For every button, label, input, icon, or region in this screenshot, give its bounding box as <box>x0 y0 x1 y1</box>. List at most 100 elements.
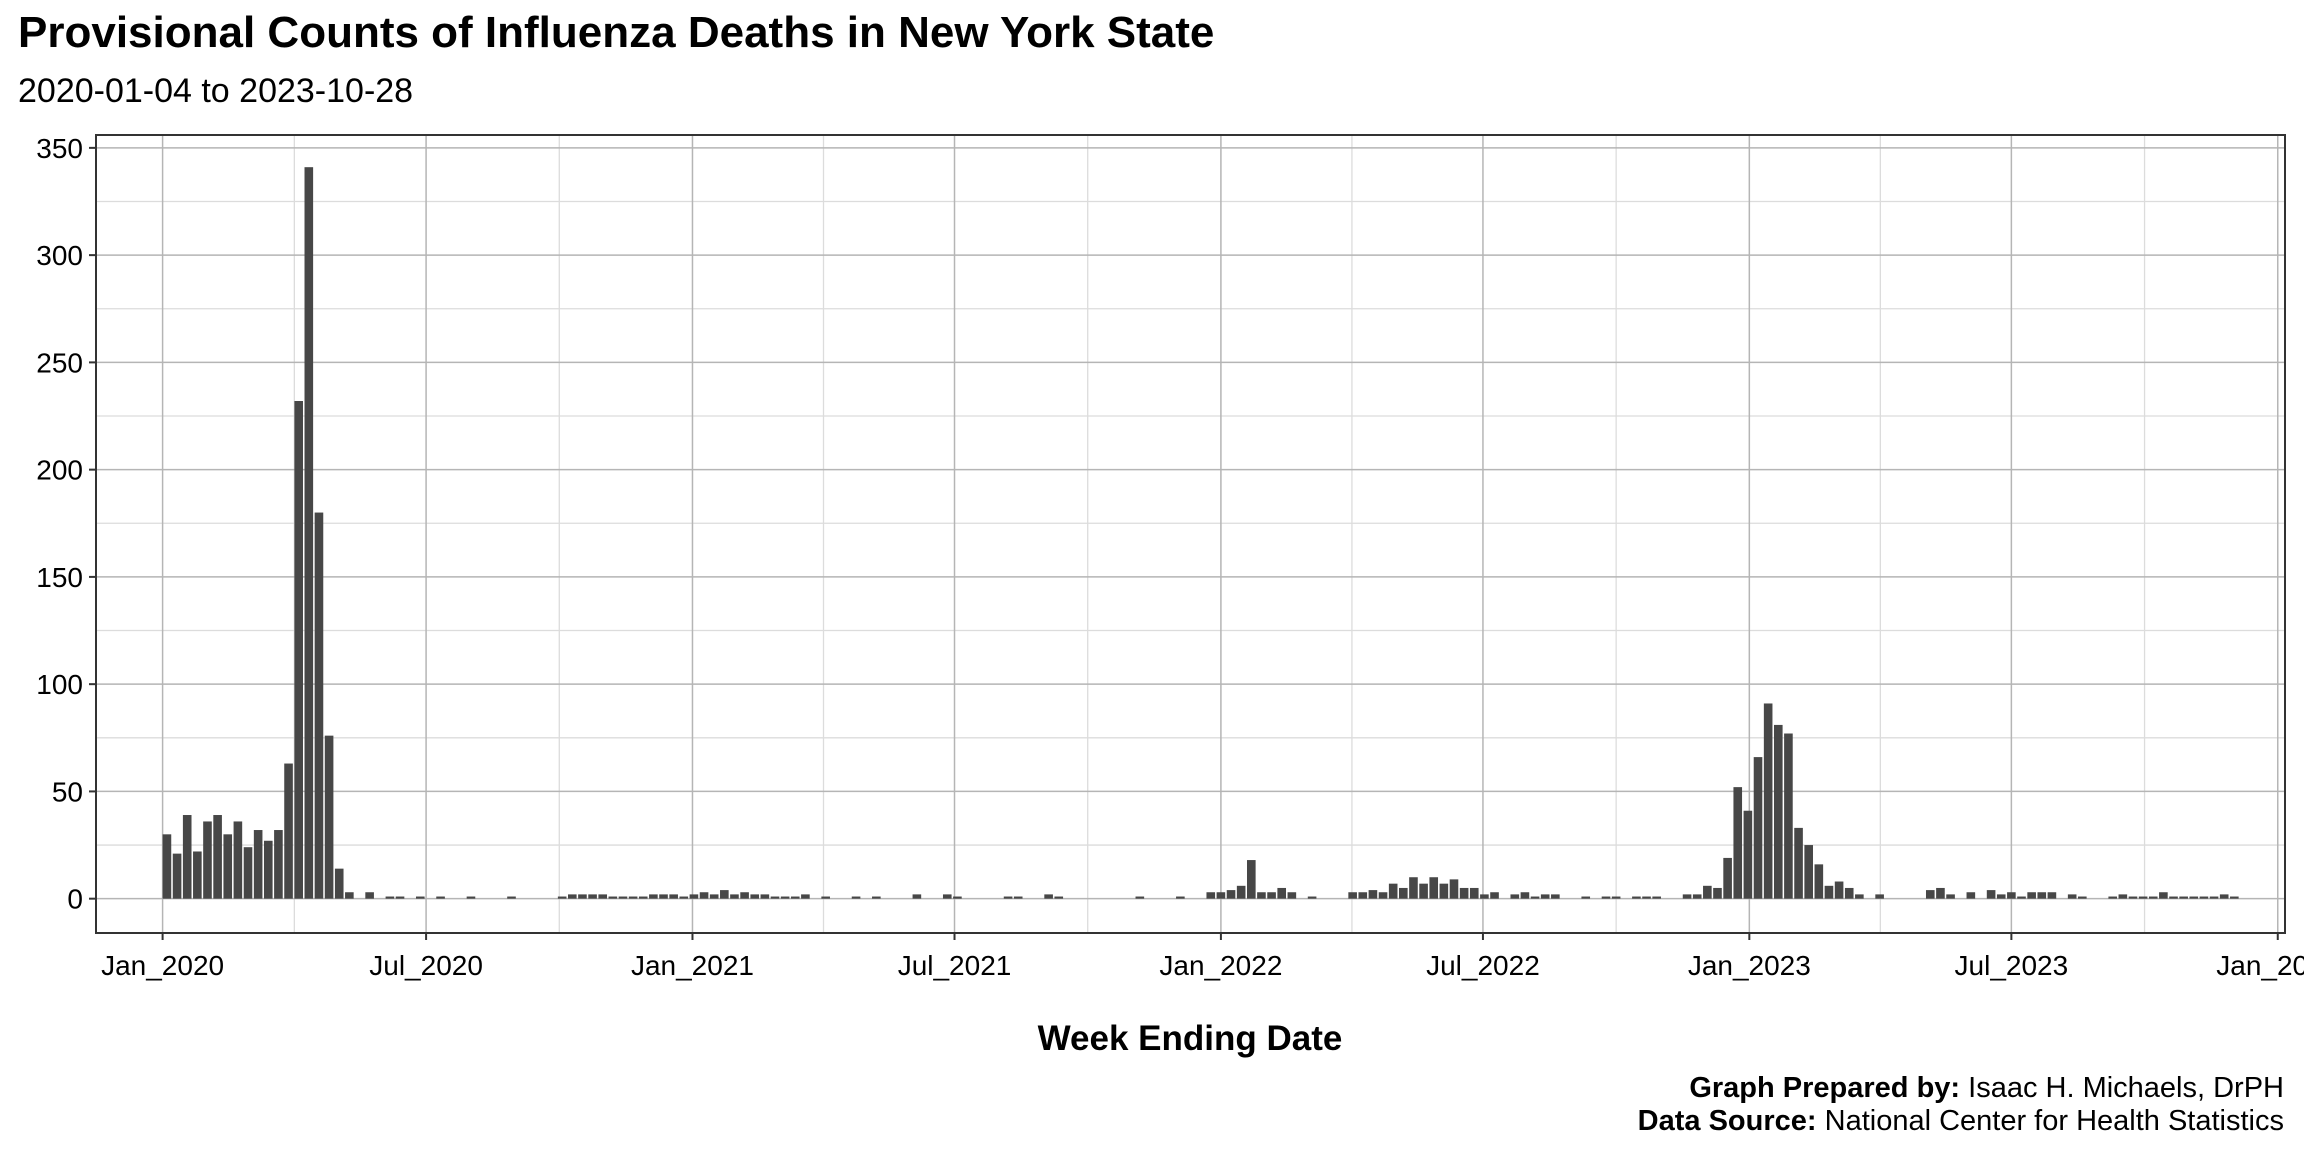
y-tick-label: 0 <box>67 884 83 915</box>
bar <box>2027 892 2036 899</box>
bar <box>1003 896 1013 899</box>
bar <box>770 896 780 899</box>
x-tick-label: Jan_2020 <box>101 950 224 981</box>
bar <box>2118 894 2128 899</box>
x-tick-label: Jan_2022 <box>1159 950 1282 981</box>
bar <box>2017 896 2026 899</box>
bar <box>395 896 405 899</box>
bar <box>699 892 709 899</box>
bar <box>415 896 425 899</box>
bar <box>1287 892 1297 899</box>
bar <box>1277 887 1287 899</box>
bar <box>2108 896 2118 899</box>
plot-panel-border <box>95 134 2286 934</box>
bar <box>649 894 658 899</box>
y-tick-label: 150 <box>36 562 83 593</box>
bar <box>1226 890 1236 899</box>
bar <box>253 830 263 899</box>
bar <box>1986 890 1996 899</box>
bar <box>1834 881 1844 899</box>
bar <box>1469 887 1479 899</box>
bar <box>2230 896 2239 899</box>
bar <box>2138 896 2148 899</box>
bar <box>2159 892 2168 899</box>
bar <box>1936 887 1945 899</box>
bar <box>2067 894 2077 899</box>
bar <box>223 834 233 899</box>
bar <box>2007 892 2016 899</box>
bar <box>1368 890 1378 899</box>
bar <box>1804 845 1813 899</box>
x-tick-label: Jan_2021 <box>631 950 754 981</box>
bar <box>1439 883 1449 899</box>
credit-source-value: National Center for Health Statistics <box>1824 1105 2284 1137</box>
bar <box>2169 896 2178 899</box>
chart-title: Provisional Counts of Influenza Deaths i… <box>18 8 1215 57</box>
bar <box>760 894 770 899</box>
credit-source: Data Source: National Center for Health … <box>1638 1105 2284 1138</box>
bar <box>709 894 719 899</box>
bar <box>263 840 273 899</box>
bar <box>1358 892 1368 899</box>
bar <box>172 853 182 899</box>
bar <box>1773 724 1783 899</box>
bar <box>608 896 618 899</box>
bar <box>2179 896 2188 899</box>
bar <box>2199 896 2209 899</box>
x-tick-label: Jul_2023 <box>1955 950 2069 981</box>
bar <box>618 896 628 899</box>
bar <box>193 851 202 899</box>
bar <box>385 896 395 899</box>
y-axis: 0 50 100 150 200 250 300 350 <box>36 133 96 915</box>
x-axis: Jan_2020 Jul_2020 Jan_2021 Jul_2021 Jan_2022… <box>101 933 2304 981</box>
bar <box>1581 896 1591 899</box>
bar <box>1723 857 1732 899</box>
bar <box>324 735 334 899</box>
bar <box>1257 892 1266 899</box>
bar <box>2047 892 2057 899</box>
bar <box>669 894 678 899</box>
x-tick-label: Jan_2023 <box>1688 950 1811 981</box>
bar <box>1307 896 1317 899</box>
y-tick-label: 200 <box>36 455 83 486</box>
grid-lines <box>96 135 2285 933</box>
bar <box>1449 879 1459 899</box>
bar <box>1459 887 1469 899</box>
bar <box>1784 733 1793 899</box>
bar <box>1925 890 1935 899</box>
bar <box>304 167 314 899</box>
bar <box>1267 892 1276 899</box>
bar <box>1054 896 1064 899</box>
bar <box>1814 864 1824 899</box>
bar <box>243 847 253 899</box>
x-tick-label: Jul_2022 <box>1426 950 1540 981</box>
y-tick-label: 100 <box>36 669 83 700</box>
bar <box>1632 896 1641 899</box>
x-tick-label: Jul_2020 <box>369 950 483 981</box>
bar <box>1652 896 1661 899</box>
bar <box>1419 883 1428 899</box>
bar <box>588 894 597 899</box>
y-tick-label: 350 <box>36 133 83 164</box>
bar <box>1399 887 1408 899</box>
bar <box>953 896 962 899</box>
bar <box>720 890 729 899</box>
bar <box>1429 877 1439 899</box>
bar <box>578 894 587 899</box>
bar <box>638 896 648 899</box>
bar <box>1480 894 1489 899</box>
bar <box>2148 896 2158 899</box>
bar <box>1692 894 1702 899</box>
y-tick-label: 250 <box>36 347 83 378</box>
bar <box>1753 757 1763 899</box>
bar <box>872 896 881 899</box>
bar <box>1510 894 1520 899</box>
bar <box>2037 892 2047 899</box>
bar <box>1540 894 1550 899</box>
bar <box>1855 894 1864 899</box>
bar <box>507 896 516 899</box>
bar <box>1844 887 1854 899</box>
bar <box>274 830 283 899</box>
bar <box>821 896 830 899</box>
